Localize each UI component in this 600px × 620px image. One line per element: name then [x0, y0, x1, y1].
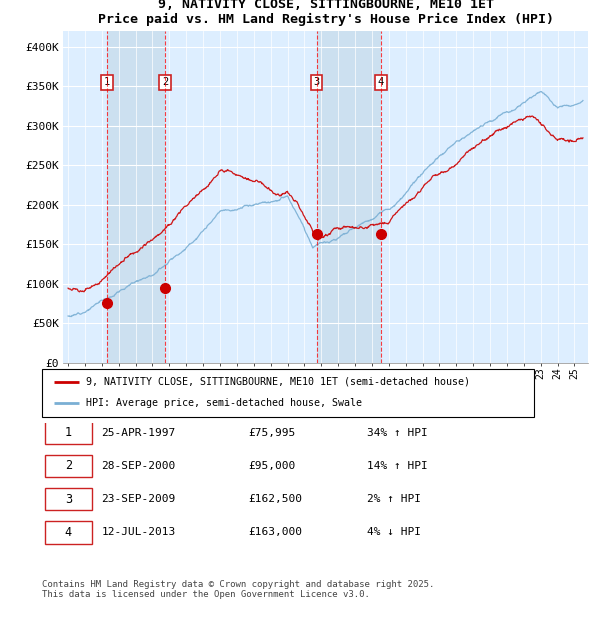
- Text: 4: 4: [65, 526, 72, 539]
- Text: 3: 3: [314, 78, 320, 87]
- Text: 3: 3: [65, 493, 72, 506]
- Text: £163,000: £163,000: [248, 528, 302, 538]
- FancyBboxPatch shape: [44, 454, 92, 477]
- Text: 12-JUL-2013: 12-JUL-2013: [101, 528, 176, 538]
- Text: HPI: Average price, semi-detached house, Swale: HPI: Average price, semi-detached house,…: [86, 398, 362, 409]
- FancyBboxPatch shape: [44, 521, 92, 544]
- Text: 1: 1: [104, 78, 110, 87]
- Text: 34% ↑ HPI: 34% ↑ HPI: [367, 428, 428, 438]
- Text: 9, NATIVITY CLOSE, SITTINGBOURNE, ME10 1ET (semi-detached house): 9, NATIVITY CLOSE, SITTINGBOURNE, ME10 1…: [86, 377, 470, 387]
- Text: Contains HM Land Registry data © Crown copyright and database right 2025.
This d: Contains HM Land Registry data © Crown c…: [42, 580, 434, 599]
- Text: 25-APR-1997: 25-APR-1997: [101, 428, 176, 438]
- Text: 2% ↑ HPI: 2% ↑ HPI: [367, 494, 421, 504]
- Text: 4: 4: [378, 78, 384, 87]
- FancyBboxPatch shape: [42, 369, 534, 417]
- Text: 14% ↑ HPI: 14% ↑ HPI: [367, 461, 428, 471]
- FancyBboxPatch shape: [44, 422, 92, 444]
- Text: 4% ↓ HPI: 4% ↓ HPI: [367, 528, 421, 538]
- FancyBboxPatch shape: [44, 488, 92, 510]
- Text: 23-SEP-2009: 23-SEP-2009: [101, 494, 176, 504]
- Text: 2: 2: [162, 78, 168, 87]
- Text: 2: 2: [65, 459, 72, 472]
- Text: £95,000: £95,000: [248, 461, 296, 471]
- Text: £162,500: £162,500: [248, 494, 302, 504]
- Bar: [107, 31, 165, 363]
- Text: 28-SEP-2000: 28-SEP-2000: [101, 461, 176, 471]
- Text: £75,995: £75,995: [248, 428, 296, 438]
- Text: 1: 1: [65, 426, 72, 439]
- Title: 9, NATIVITY CLOSE, SITTINGBOURNE, ME10 1ET
Price paid vs. HM Land Registry's Hou: 9, NATIVITY CLOSE, SITTINGBOURNE, ME10 1…: [97, 0, 554, 25]
- Bar: [317, 31, 381, 363]
